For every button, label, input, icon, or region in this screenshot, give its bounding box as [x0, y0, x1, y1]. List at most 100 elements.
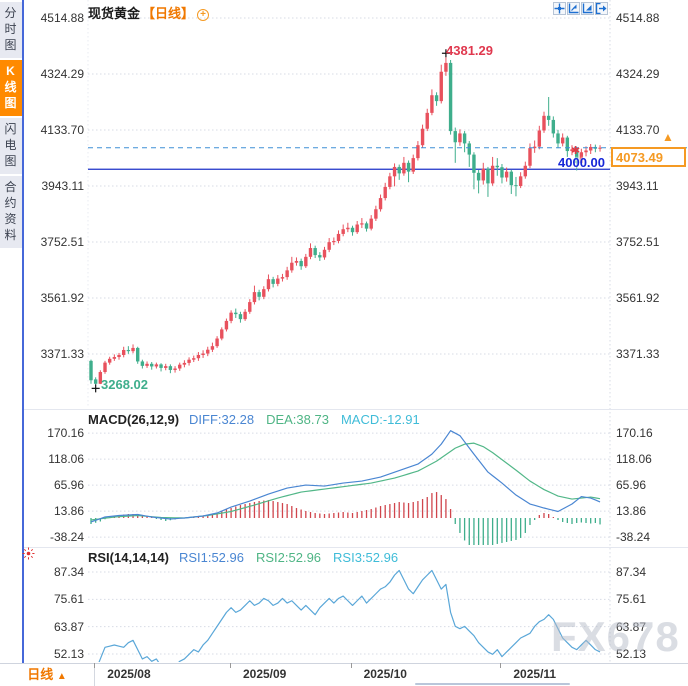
tab-char: 料	[4, 228, 18, 242]
gridlines	[87, 0, 611, 663]
date-label: 2025/10	[363, 667, 407, 681]
high-price-annotation: 4381.29	[446, 43, 493, 58]
axis-tick-label: 4514.88	[616, 11, 660, 25]
exit-chart-icon[interactable]	[595, 2, 608, 15]
rsi1-value: RSI1:52.96	[178, 550, 244, 565]
tab-char: 资	[4, 212, 18, 226]
axis-play-icon[interactable]	[581, 2, 594, 15]
price-up-arrow-icon: ▲	[662, 130, 674, 144]
axis-tick-label: 118.06	[48, 452, 84, 467]
axis-tick-label: 170.16	[616, 426, 653, 441]
axis-tick-label: 4324.29	[616, 67, 660, 81]
chart-scrollbar[interactable]	[415, 683, 570, 685]
axis-tick-label: 65.96	[53, 478, 84, 493]
date-tick	[94, 663, 96, 668]
last-candle-marker: ✱	[571, 145, 581, 157]
x-axis-line	[0, 663, 688, 664]
tab-char: 闪	[4, 122, 18, 136]
rsi3-value: RSI3:52.96	[333, 550, 399, 565]
tab-char: 分	[4, 6, 18, 20]
tab-char: 时	[4, 22, 18, 36]
horizontal-line-label: 4000.00	[558, 155, 605, 170]
axis-tick-label: 3752.51	[616, 235, 660, 249]
axis-tick-label: 3371.33	[616, 347, 660, 361]
axis-tick-label: 3561.92	[40, 291, 84, 305]
tab-char: 图	[4, 96, 18, 110]
sidebar-tab-4[interactable]: 合约资料	[0, 176, 22, 248]
axis-tick-label: 3752.51	[40, 235, 84, 249]
axis-tick-label: 13.86	[53, 504, 84, 519]
axis-tick-label: 63.87	[616, 619, 647, 634]
axis-scale-icon[interactable]	[567, 2, 580, 15]
date-label: 2025/09	[242, 667, 287, 681]
tab-char: 图	[4, 38, 18, 52]
axis-tick-label: 87.34	[53, 565, 84, 579]
date-tick	[350, 663, 352, 668]
sidebar-tab-3[interactable]: 闪电图	[0, 118, 22, 174]
axis-tick-label: 3943.11	[616, 179, 659, 193]
axis-tick-label: 4133.70	[40, 123, 84, 137]
axis-tick-label: 52.13	[616, 647, 647, 661]
axis-tick-label: -38.24	[616, 530, 651, 545]
sidebar-border	[22, 0, 24, 663]
tab-char: 图	[4, 154, 18, 168]
watermark: FX678	[551, 613, 680, 660]
axis-tick-label: 75.61	[53, 592, 84, 607]
axis-tick-label: 118.06	[616, 452, 652, 467]
tab-char: K	[6, 64, 16, 78]
add-indicator-icon[interactable]: +	[197, 9, 210, 21]
macd-diff-value: DIFF:32.28	[189, 412, 255, 427]
sidebar-tab-1[interactable]: 分时图	[0, 2, 22, 58]
axis-tick-label: 63.87	[53, 619, 84, 634]
macd-macd-value: MACD:-12.91	[340, 412, 420, 427]
crosshair-icon[interactable]	[553, 2, 566, 15]
chevron-up-icon: ▲	[56, 671, 67, 682]
date-label: 2025/11	[513, 667, 557, 681]
chart-toolbar	[553, 2, 608, 15]
axis-tick-label: 4514.88	[40, 11, 84, 25]
low-price-annotation: 3268.02	[101, 377, 148, 392]
macd-plot	[90, 430, 601, 545]
axis-tick-label: 4133.70	[616, 123, 660, 137]
panel-separator	[24, 409, 688, 410]
axis-tick-label: 75.61	[616, 592, 647, 607]
axis-tick-label: 13.86	[616, 504, 647, 519]
period-label: 日线	[27, 667, 54, 682]
axis-tick-label: -38.24	[49, 530, 84, 545]
symbol-name: 现货黄金	[88, 6, 141, 21]
date-tick	[229, 663, 231, 668]
tab-char: 线	[4, 80, 18, 94]
macd-header: MACD(26,12,9) DIFF:32.28 DEA:38.73 MACD:-12…	[88, 412, 420, 427]
period-selector-button[interactable]: 日线 ▲	[0, 664, 95, 686]
rsi-title: RSI(14,14,14)	[88, 550, 169, 565]
tab-char: 合	[4, 180, 18, 194]
tab-char: 约	[4, 196, 18, 210]
rsi-header: RSI(14,14,14) RSI1:52.96 RSI2:52.96 RSI3:52…	[88, 550, 398, 565]
axis-tick-label: 3561.92	[616, 291, 660, 305]
axis-tick-label: 3371.33	[40, 347, 84, 361]
macd-title: MACD(26,12,9)	[88, 412, 180, 427]
last-price-tag: 4073.49	[611, 147, 686, 167]
price-candles	[88, 57, 610, 385]
rsi2-value: RSI2:52.96	[255, 550, 322, 565]
axis-tick-label: 52.13	[53, 647, 84, 661]
rsi-plot	[98, 569, 601, 662]
macd-dea-value: DEA:38.73	[266, 412, 329, 427]
date-label: 2025/08	[107, 667, 151, 681]
period-tag: 【日线】	[142, 6, 195, 21]
axis-tick-label: 4324.29	[40, 67, 84, 81]
indicator-alert-icon[interactable]	[22, 547, 35, 565]
chart-title: 现货黄金 【日线】 +	[88, 3, 210, 22]
axis-tick-label: 3943.11	[41, 179, 85, 193]
date-tick	[500, 663, 502, 668]
axis-tick-label: 170.16	[47, 426, 84, 441]
panel-separator	[24, 547, 688, 548]
axis-tick-label: 87.34	[616, 565, 647, 579]
tab-char: 电	[4, 138, 18, 152]
bottom-bar: 日线 ▲ 2025/08 2025/09 2025/10 2025/11	[0, 663, 688, 686]
axis-tick-label: 65.96	[616, 478, 647, 493]
